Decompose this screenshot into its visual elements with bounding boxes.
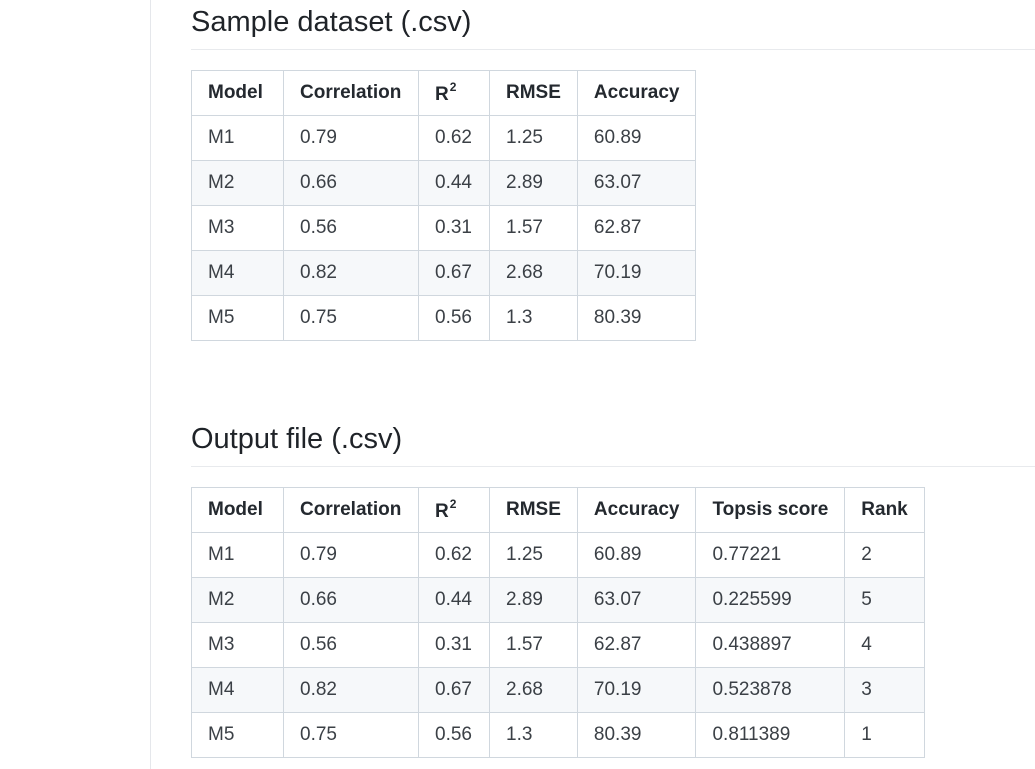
cell-correlation: 0.66 <box>283 577 419 623</box>
cell-r-squared: 0.44 <box>418 160 490 206</box>
sidebar-divider <box>150 0 151 769</box>
cell-correlation: 0.82 <box>283 250 419 296</box>
cell-correlation: 0.82 <box>283 667 419 713</box>
table-row: M1 0.79 0.62 1.25 60.89 <box>191 115 697 161</box>
cell-model: M5 <box>191 712 284 758</box>
cell-accuracy: 63.07 <box>576 577 697 623</box>
table-header-row: Model Correlation R2 RMSE Accuracy Topsi… <box>191 487 925 533</box>
cell-rmse: 1.3 <box>489 712 578 758</box>
cell-accuracy: 80.39 <box>576 295 697 341</box>
cell-rmse: 2.68 <box>489 667 578 713</box>
header-rmse: RMSE <box>489 70 578 116</box>
cell-r-squared: 0.62 <box>418 115 490 161</box>
cell-topsis-score: 0.523878 <box>695 667 846 713</box>
cell-rank: 2 <box>844 532 925 578</box>
table-row: M3 0.56 0.31 1.57 62.87 <box>191 205 697 251</box>
cell-accuracy: 70.19 <box>576 667 697 713</box>
cell-accuracy: 70.19 <box>576 250 697 296</box>
header-correlation: Correlation <box>283 70 419 116</box>
cell-model: M5 <box>191 295 284 341</box>
cell-rank: 1 <box>844 712 925 758</box>
table-row: M5 0.75 0.56 1.3 80.39 <box>191 295 697 341</box>
sample-dataset-section: Sample dataset (.csv) Model Correlation … <box>191 0 1035 341</box>
header-model: Model <box>191 487 284 533</box>
cell-model: M3 <box>191 205 284 251</box>
table-row: M3 0.56 0.31 1.57 62.87 0.438897 4 <box>191 622 925 668</box>
cell-r-squared: 0.62 <box>418 532 490 578</box>
cell-rank: 5 <box>844 577 925 623</box>
cell-rmse: 1.57 <box>489 622 578 668</box>
cell-model: M2 <box>191 160 284 206</box>
cell-rmse: 2.68 <box>489 250 578 296</box>
cell-topsis-score: 0.225599 <box>695 577 846 623</box>
output-file-heading: Output file (.csv) <box>191 420 1035 467</box>
header-accuracy: Accuracy <box>576 70 697 116</box>
cell-accuracy: 80.39 <box>576 712 697 758</box>
cell-rmse: 2.89 <box>489 577 578 623</box>
cell-rmse: 1.3 <box>489 295 578 341</box>
cell-model: M3 <box>191 622 284 668</box>
sample-dataset-table: Model Correlation R2 RMSE Accuracy M1 0.… <box>191 70 697 341</box>
cell-r-squared: 0.31 <box>418 205 490 251</box>
cell-r-squared: 0.56 <box>418 712 490 758</box>
cell-rmse: 1.25 <box>489 532 578 578</box>
output-file-section: Output file (.csv) Model Correlation R2 … <box>191 420 1035 758</box>
cell-topsis-score: 0.811389 <box>695 712 846 758</box>
cell-r-squared: 0.67 <box>418 667 490 713</box>
header-topsis-score: Topsis score <box>695 487 846 533</box>
cell-model: M1 <box>191 532 284 578</box>
cell-r-squared: 0.44 <box>418 577 490 623</box>
table-row: M4 0.82 0.67 2.68 70.19 <box>191 250 697 296</box>
content-area: Sample dataset (.csv) Model Correlation … <box>191 0 1035 758</box>
header-accuracy: Accuracy <box>576 487 697 533</box>
header-rank: Rank <box>844 487 925 533</box>
cell-correlation: 0.56 <box>283 205 419 251</box>
cell-rank: 4 <box>844 622 925 668</box>
cell-rmse: 1.57 <box>489 205 578 251</box>
cell-model: M1 <box>191 115 284 161</box>
cell-accuracy: 62.87 <box>576 622 697 668</box>
header-correlation: Correlation <box>283 487 419 533</box>
cell-topsis-score: 0.438897 <box>695 622 846 668</box>
sample-dataset-heading: Sample dataset (.csv) <box>191 0 1035 50</box>
header-rmse: RMSE <box>489 487 578 533</box>
cell-accuracy: 60.89 <box>576 115 697 161</box>
cell-rmse: 2.89 <box>489 160 578 206</box>
cell-model: M4 <box>191 250 284 296</box>
table-row: M2 0.66 0.44 2.89 63.07 <box>191 160 697 206</box>
cell-correlation: 0.56 <box>283 622 419 668</box>
header-model: Model <box>191 70 284 116</box>
cell-correlation: 0.75 <box>283 295 419 341</box>
table-row: M4 0.82 0.67 2.68 70.19 0.523878 3 <box>191 667 925 713</box>
cell-accuracy: 60.89 <box>576 532 697 578</box>
cell-r-squared: 0.67 <box>418 250 490 296</box>
cell-r-squared: 0.56 <box>418 295 490 341</box>
cell-model: M4 <box>191 667 284 713</box>
cell-accuracy: 62.87 <box>576 205 697 251</box>
cell-correlation: 0.66 <box>283 160 419 206</box>
output-file-table: Model Correlation R2 RMSE Accuracy Topsi… <box>191 487 925 758</box>
cell-accuracy: 63.07 <box>576 160 697 206</box>
cell-model: M2 <box>191 577 284 623</box>
table-header-row: Model Correlation R2 RMSE Accuracy <box>191 70 697 116</box>
header-r-squared: R2 <box>418 70 490 116</box>
cell-rmse: 1.25 <box>489 115 578 161</box>
cell-correlation: 0.75 <box>283 712 419 758</box>
table-row: M5 0.75 0.56 1.3 80.39 0.811389 1 <box>191 712 925 758</box>
cell-rank: 3 <box>844 667 925 713</box>
table-row: M1 0.79 0.62 1.25 60.89 0.77221 2 <box>191 532 925 578</box>
cell-correlation: 0.79 <box>283 532 419 578</box>
cell-r-squared: 0.31 <box>418 622 490 668</box>
cell-topsis-score: 0.77221 <box>695 532 846 578</box>
table-row: M2 0.66 0.44 2.89 63.07 0.225599 5 <box>191 577 925 623</box>
cell-correlation: 0.79 <box>283 115 419 161</box>
header-r-squared: R2 <box>418 487 490 533</box>
